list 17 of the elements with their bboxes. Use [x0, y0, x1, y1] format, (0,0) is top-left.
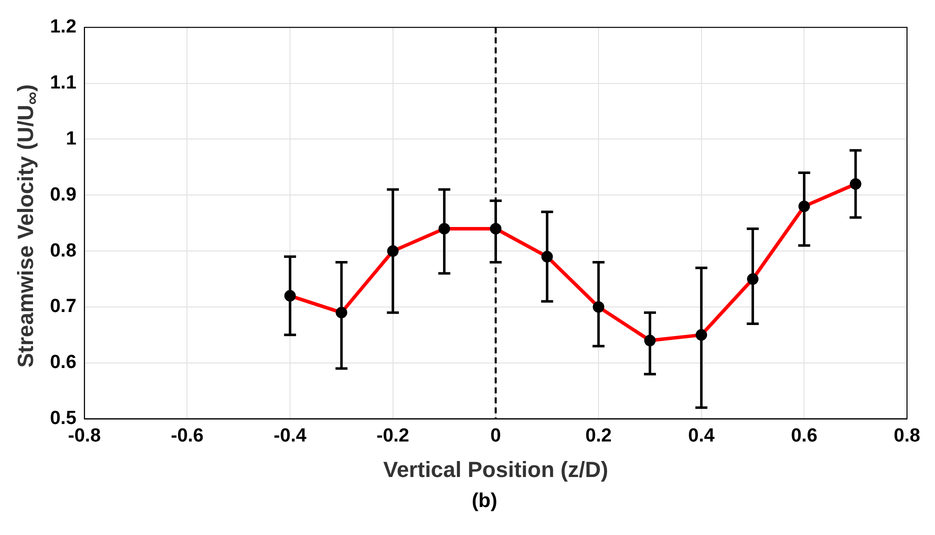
y-tick-label: 1.2: [50, 16, 76, 38]
x-axis-title: Vertical Position (z/D): [383, 456, 608, 482]
x-tick-label: 0.2: [585, 425, 612, 446]
y-tick-label: 0.6: [50, 352, 76, 374]
y-tick-label: 1: [66, 128, 77, 150]
x-tick-label: -0.2: [376, 425, 410, 446]
text: (b): [470, 490, 498, 513]
x-tick-label: -0.4: [274, 425, 307, 446]
x-tick-label: 0.4: [688, 425, 715, 446]
y-tick-label: 0.7: [50, 296, 76, 318]
x-tick-label: 0.8: [894, 425, 920, 446]
x-tick-label: 0: [490, 425, 501, 446]
y-tick-label: 1.1: [50, 72, 77, 94]
y-tick-label: 0.9: [50, 184, 76, 206]
x-tick-label: 0.6: [790, 425, 818, 446]
y-tick-label: 0.8: [50, 240, 76, 262]
x-tick-label: -0.6: [170, 425, 204, 446]
